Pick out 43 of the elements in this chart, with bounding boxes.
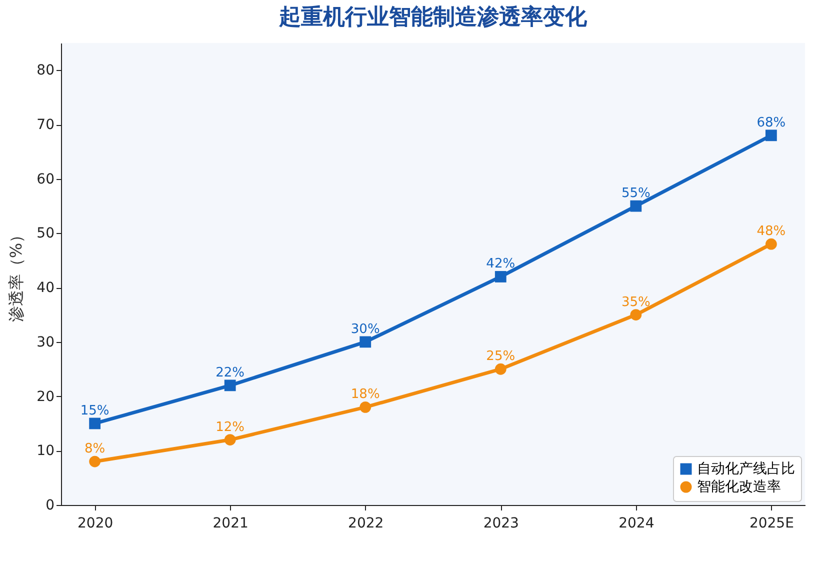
y-tick-label: 50 (36, 226, 54, 242)
data-label: 35% (621, 294, 650, 310)
x-tick-label: 2023 (483, 516, 519, 532)
y-tick-label: 40 (36, 280, 54, 296)
data-label: 8% (84, 442, 106, 457)
x-tick-label: 2020 (78, 516, 114, 532)
legend-label: 自动化产线占比 (697, 461, 795, 477)
point (224, 434, 236, 446)
data-label: 15% (80, 403, 110, 418)
point (89, 418, 101, 430)
x-tick-label: 2022 (348, 516, 384, 532)
data-label: 68% (756, 115, 786, 130)
point (360, 401, 372, 413)
data-label: 18% (350, 387, 380, 402)
point (765, 130, 777, 142)
x-tick-label: 2024 (618, 516, 654, 532)
data-label: 30% (350, 322, 380, 337)
point (765, 238, 777, 250)
y-tick-label: 30 (36, 334, 54, 350)
y-tick-label: 10 (36, 443, 54, 460)
point (224, 380, 236, 392)
data-label: 22% (216, 365, 245, 380)
point (89, 456, 101, 468)
chart-title: 起重机行业智能制造渗透率变化 (278, 4, 588, 30)
point (494, 363, 506, 375)
legend-label: 智能化改造率 (697, 479, 781, 495)
x-tick-label: 2025E (749, 516, 794, 532)
data-label: 12% (216, 420, 245, 435)
data-label: 48% (756, 224, 786, 240)
x-tick-label: 2021 (212, 516, 248, 532)
y-tick-label: 60 (36, 171, 54, 188)
y-tick-label: 0 (46, 498, 54, 514)
y-axis-title: 渗透率（%） (6, 226, 26, 322)
data-label: 25% (486, 349, 516, 364)
y-tick-label: 70 (36, 117, 54, 134)
data-label: 55% (621, 186, 650, 202)
y-tick-label: 20 (36, 388, 54, 405)
y-tick-label: 80 (36, 62, 54, 79)
point (494, 271, 506, 282)
point (630, 309, 642, 320)
point (360, 336, 372, 348)
data-label: 42% (486, 256, 516, 272)
point (630, 200, 642, 212)
